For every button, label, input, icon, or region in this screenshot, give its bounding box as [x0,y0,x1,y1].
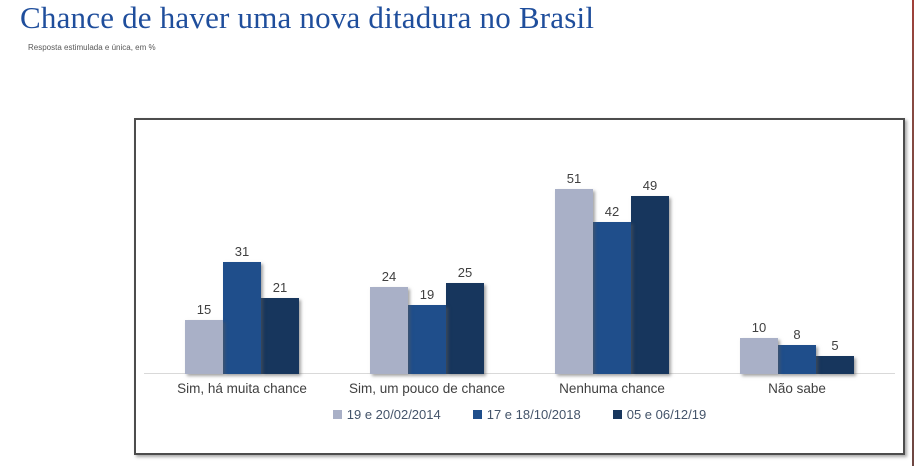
bar [408,305,446,374]
bar-chart-plot-area: 15 31 21 Sim, há muita chance 24 19 25 Sim, um … [136,120,903,453]
bar-with-label: 25 [446,266,484,374]
bar [593,222,631,374]
legend-swatch-icon [332,410,342,419]
bar-value-label: 49 [642,178,658,193]
bar-with-label: 51 [555,172,593,374]
legend-swatch-icon [612,410,622,419]
bar-with-label: 21 [261,281,299,374]
bar-with-label: 49 [631,179,669,374]
bar-group: 51 42 49 [555,172,669,374]
x-axis-line [144,373,895,374]
chart-legend: 19 e 20/02/2014 17 e 18/10/2018 05 e 06/12… [136,407,903,422]
bar-group: 24 19 25 [370,266,484,374]
legend-item: 17 e 18/10/2018 [472,407,581,422]
bar-with-label: 19 [408,288,446,374]
bar-value-label: 8 [793,327,801,342]
bar-with-label: 15 [185,303,223,374]
bar [740,338,778,374]
bar-value-label: 24 [381,269,397,284]
bar-value-label: 25 [457,265,473,280]
bar [446,283,484,374]
bar-value-label: 15 [196,302,212,317]
bar [555,189,593,374]
category-axis-label: Não sabe [768,381,826,396]
bar-value-label: 42 [604,204,620,219]
page-right-edge-line [912,0,914,466]
category-axis-label: Sim, um pouco de chance [348,381,506,396]
bar-value-label: 51 [566,171,582,186]
legend-label: 05 e 06/12/19 [626,407,707,422]
bar-with-label: 10 [740,321,778,374]
bar-value-label: 21 [272,280,288,295]
bar [223,262,261,374]
bar-group: 10 8 5 [740,321,854,374]
bar-value-label: 31 [234,244,250,259]
bar-with-label: 8 [778,328,816,374]
bar [816,356,854,374]
bar [185,320,223,374]
bar-value-label: 10 [751,320,767,335]
bar-with-label: 42 [593,205,631,374]
category-axis-label: Sim, há muita chance [177,381,307,396]
bar-with-label: 24 [370,270,408,374]
legend-label: 19 e 20/02/2014 [346,407,441,422]
category-axis-label: Nenhuma chance [559,381,665,396]
bar [778,345,816,374]
bar [261,298,299,374]
bar-with-label: 31 [223,245,261,374]
bar-with-label: 5 [816,339,854,374]
bar [631,196,669,374]
legend-item: 05 e 06/12/19 [612,407,707,422]
chart-frame: 15 31 21 Sim, há muita chance 24 19 25 Sim, um … [134,118,905,455]
bar-value-label: 19 [419,287,435,302]
bar [370,287,408,374]
legend-swatch-icon [472,410,482,419]
page-subtitle: Resposta estimulada e única, em % [28,43,156,52]
page-title: Chance de haver uma nova ditadura no Bra… [20,0,595,35]
legend-item: 19 e 20/02/2014 [332,407,441,422]
bar-group: 15 31 21 [185,245,299,374]
legend-label: 17 e 18/10/2018 [486,407,581,422]
bar-value-label: 5 [831,338,839,353]
